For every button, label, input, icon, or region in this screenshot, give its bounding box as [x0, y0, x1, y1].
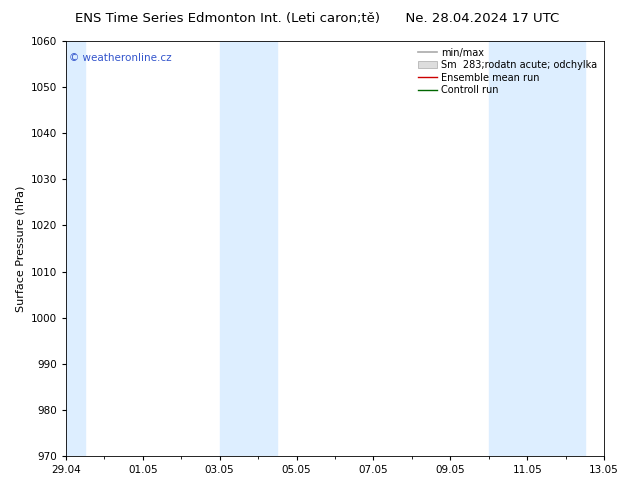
Bar	[219, 41, 277, 456]
Legend: min/max, Sm  283;rodatn acute; odchylka, Ensemble mean run, Controll run: min/max, Sm 283;rodatn acute; odchylka, …	[416, 46, 599, 97]
Text: ENS Time Series Edmonton Int. (Leti caron;tě)      Ne. 28.04.2024 17 UTC: ENS Time Series Edmonton Int. (Leti caro…	[75, 12, 559, 25]
Text: © weatheronline.cz: © weatheronline.cz	[68, 53, 171, 64]
Y-axis label: Surface Pressure (hPa): Surface Pressure (hPa)	[15, 185, 25, 312]
Bar	[47, 41, 85, 456]
Bar	[489, 41, 585, 456]
